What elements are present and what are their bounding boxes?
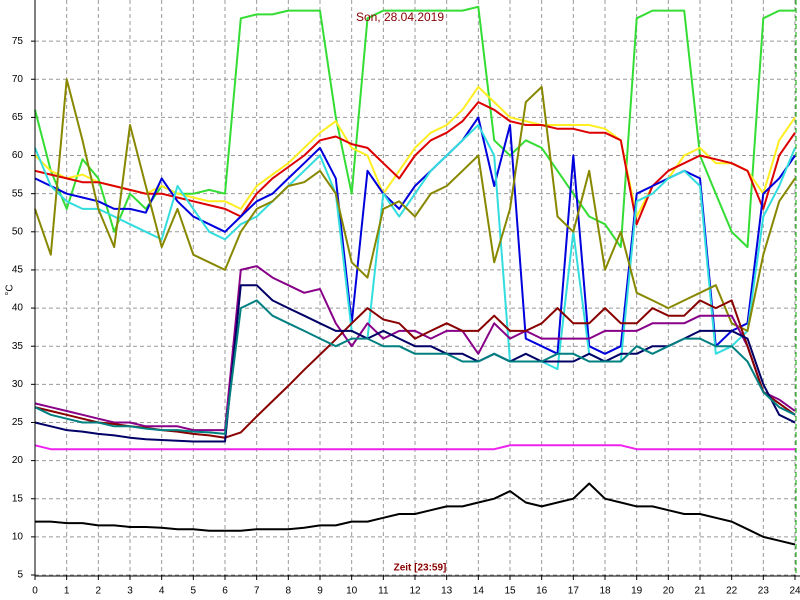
x-axis-label: Zeit [23:59] xyxy=(394,563,447,574)
x-tick-label: 3 xyxy=(127,586,133,597)
y-tick-label: 25 xyxy=(12,417,24,428)
x-tick-label: 14 xyxy=(473,586,485,597)
x-tick-label: 4 xyxy=(159,586,165,597)
x-tick-label: 23 xyxy=(758,586,770,597)
grid xyxy=(34,0,796,576)
x-tick-label: 7 xyxy=(254,586,260,597)
y-tick-label: 65 xyxy=(12,112,24,123)
series-group xyxy=(34,5,796,546)
y-tick-label: 45 xyxy=(12,265,24,276)
x-tick-label: 9 xyxy=(317,586,323,597)
x-tick-label: 21 xyxy=(694,586,706,597)
x-tick-label: 1 xyxy=(64,586,70,597)
x-tick-label: 22 xyxy=(726,586,738,597)
x-tick-label: 5 xyxy=(191,586,197,597)
y-tick-label: 50 xyxy=(12,226,24,237)
x-tick-label: 19 xyxy=(631,586,643,597)
y-tick-label: 55 xyxy=(12,188,24,199)
y-tick-label: 15 xyxy=(12,493,24,504)
y-tick-label: 75 xyxy=(12,36,24,47)
x-tick-label: 24 xyxy=(789,586,800,597)
y-tick-label: 10 xyxy=(12,532,24,543)
series-line xyxy=(34,101,796,226)
y-tick-label: 5 xyxy=(17,570,23,581)
y-tick-label: 30 xyxy=(12,379,24,390)
x-tick-label: 18 xyxy=(599,586,611,597)
chart-title: Son, 28.04.2019 xyxy=(356,10,444,24)
x-tick-label: 20 xyxy=(663,586,675,597)
x-tick-label: 12 xyxy=(409,586,421,597)
y-tick-label: 35 xyxy=(12,341,24,352)
y-tick-label: 20 xyxy=(12,455,24,466)
y-tick-label: 70 xyxy=(12,74,24,85)
series-line xyxy=(35,482,796,546)
series-line xyxy=(34,124,796,371)
x-tick-label: 2 xyxy=(96,586,102,597)
x-tick-label: 17 xyxy=(568,586,580,597)
series-line xyxy=(34,444,795,451)
x-tick-label: 11 xyxy=(378,586,389,597)
series-line xyxy=(34,299,796,435)
x-tick-label: 15 xyxy=(504,586,516,597)
x-tick-label: 6 xyxy=(222,586,228,597)
x-tick-label: 0 xyxy=(32,586,38,597)
y-tick-label: 60 xyxy=(12,150,24,161)
y-axis-label: °C xyxy=(5,284,16,295)
x-tick-label: 8 xyxy=(286,586,292,597)
x-tick-label: 10 xyxy=(346,586,358,597)
x-tick-label: 16 xyxy=(536,586,548,597)
x-tick-label: 13 xyxy=(441,586,453,597)
series-line xyxy=(34,265,796,432)
series-line xyxy=(34,78,796,332)
y-tick-label: 40 xyxy=(12,303,24,314)
